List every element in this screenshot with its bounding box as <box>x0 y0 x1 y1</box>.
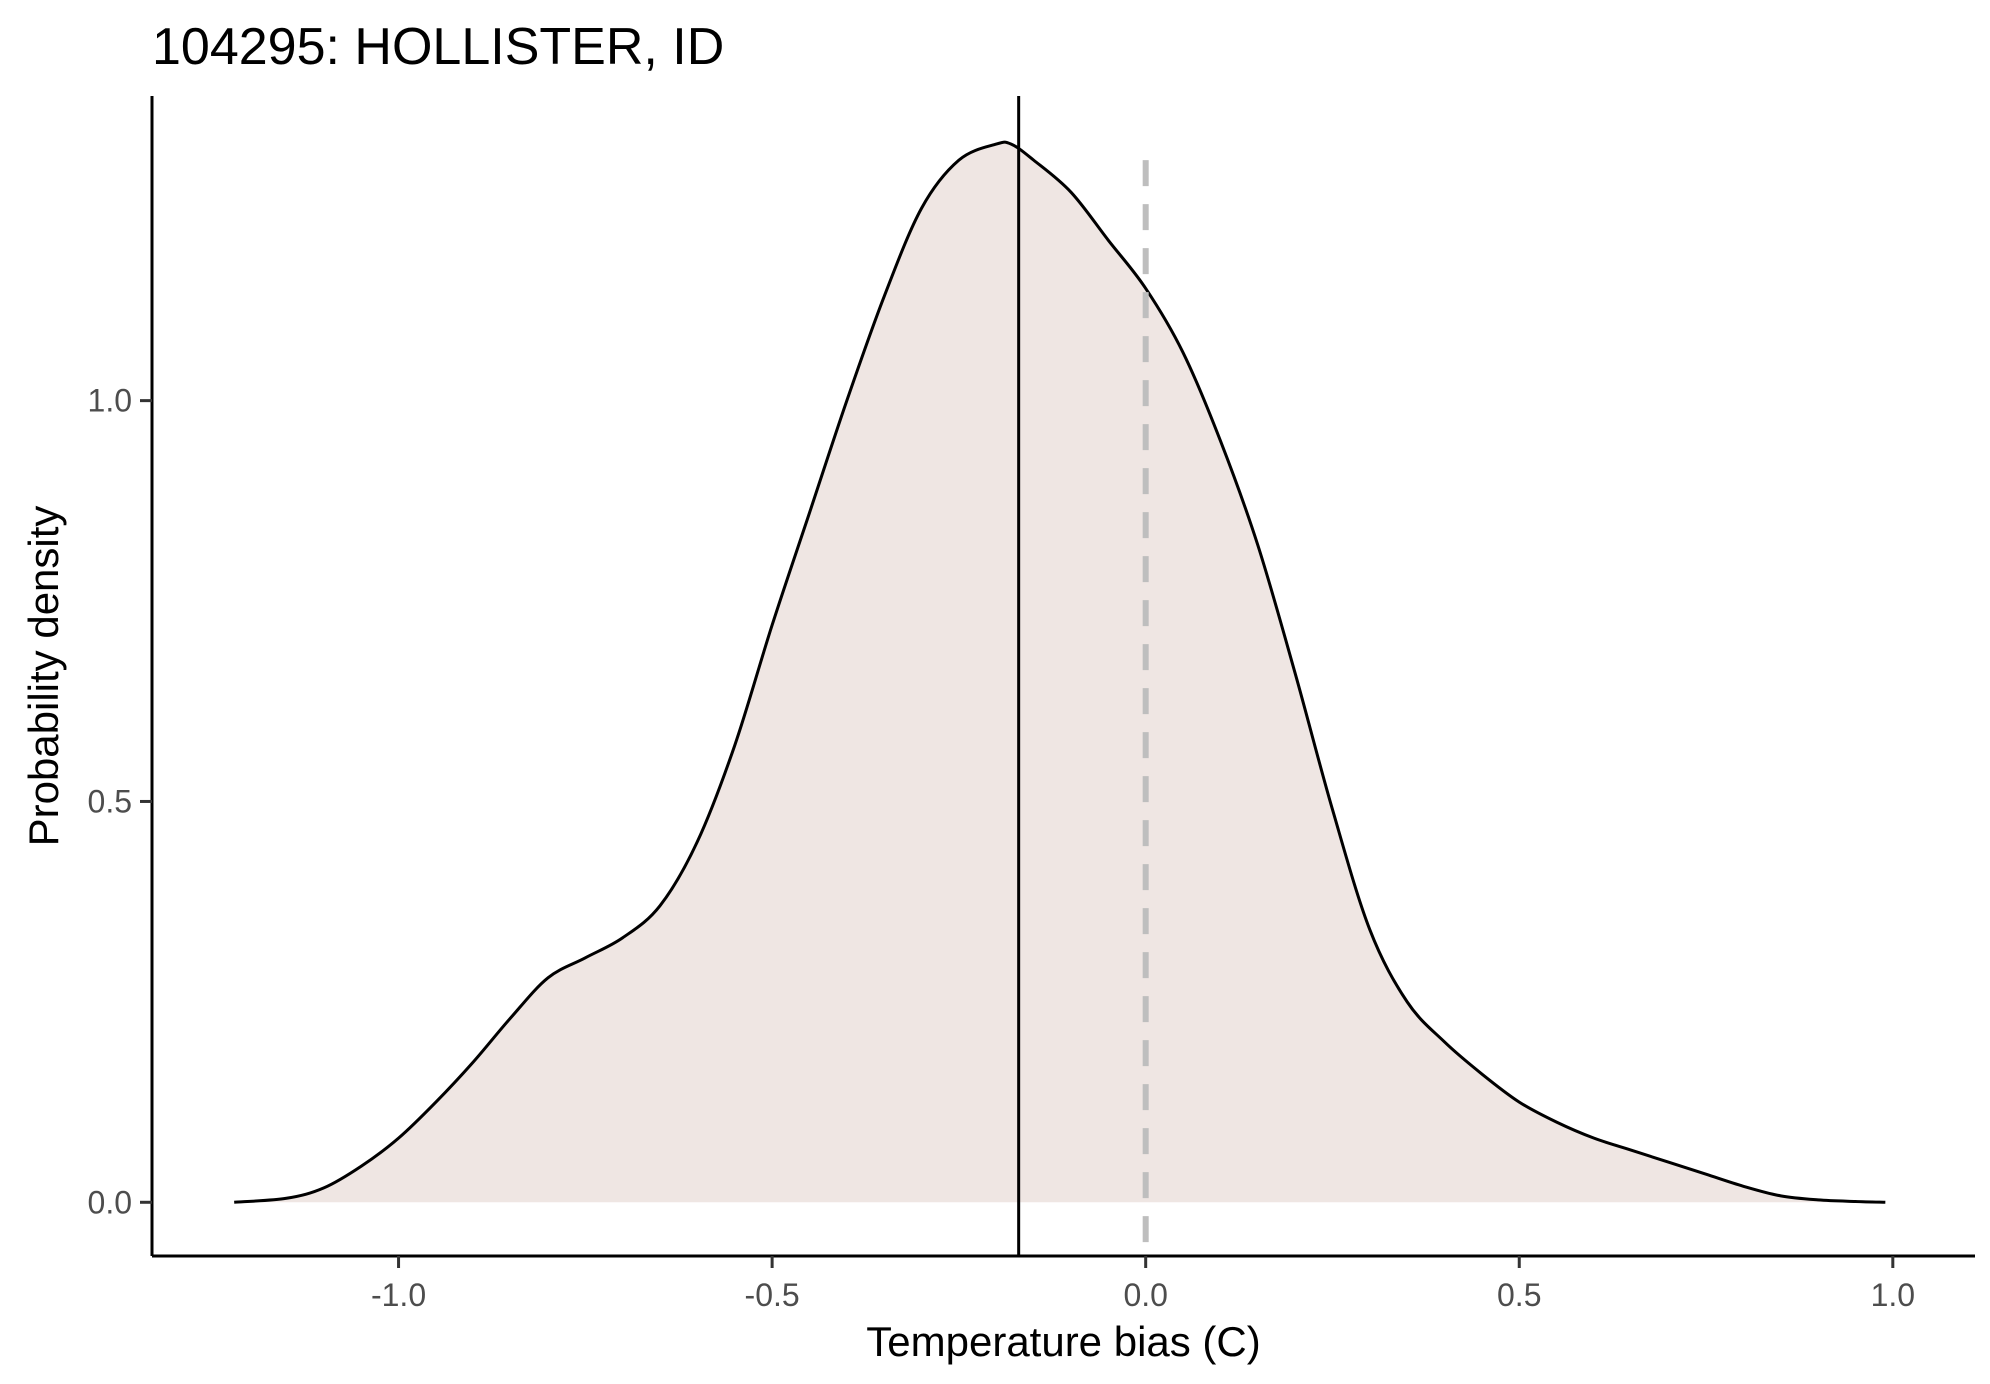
y-axis-ticks: 0.0 0.5 1.0 <box>88 383 152 1220</box>
reference-lines <box>1017 96 1149 1256</box>
y-tick-label: 1.0 <box>88 383 132 419</box>
x-tick-label: -0.5 <box>745 1277 800 1313</box>
density-area <box>234 142 1886 1203</box>
y-tick-label: 0.0 <box>88 1184 132 1220</box>
y-axis-title: Probability density <box>20 506 67 847</box>
plot-area <box>234 96 1886 1256</box>
x-axis-title: Temperature bias (C) <box>866 1318 1260 1365</box>
density-curve <box>234 140 1886 1204</box>
x-tick-label: 0.5 <box>1497 1277 1541 1313</box>
y-tick-label: 0.5 <box>88 783 132 819</box>
x-axis-ticks: -1.0 -0.5 0.0 0.5 1.0 <box>371 1256 1915 1313</box>
x-tick-label: 1.0 <box>1871 1277 1915 1313</box>
x-tick-label: 0.0 <box>1123 1277 1167 1313</box>
chart-title: 104295: HOLLISTER, ID <box>152 18 724 76</box>
x-tick-label: -1.0 <box>371 1277 426 1313</box>
